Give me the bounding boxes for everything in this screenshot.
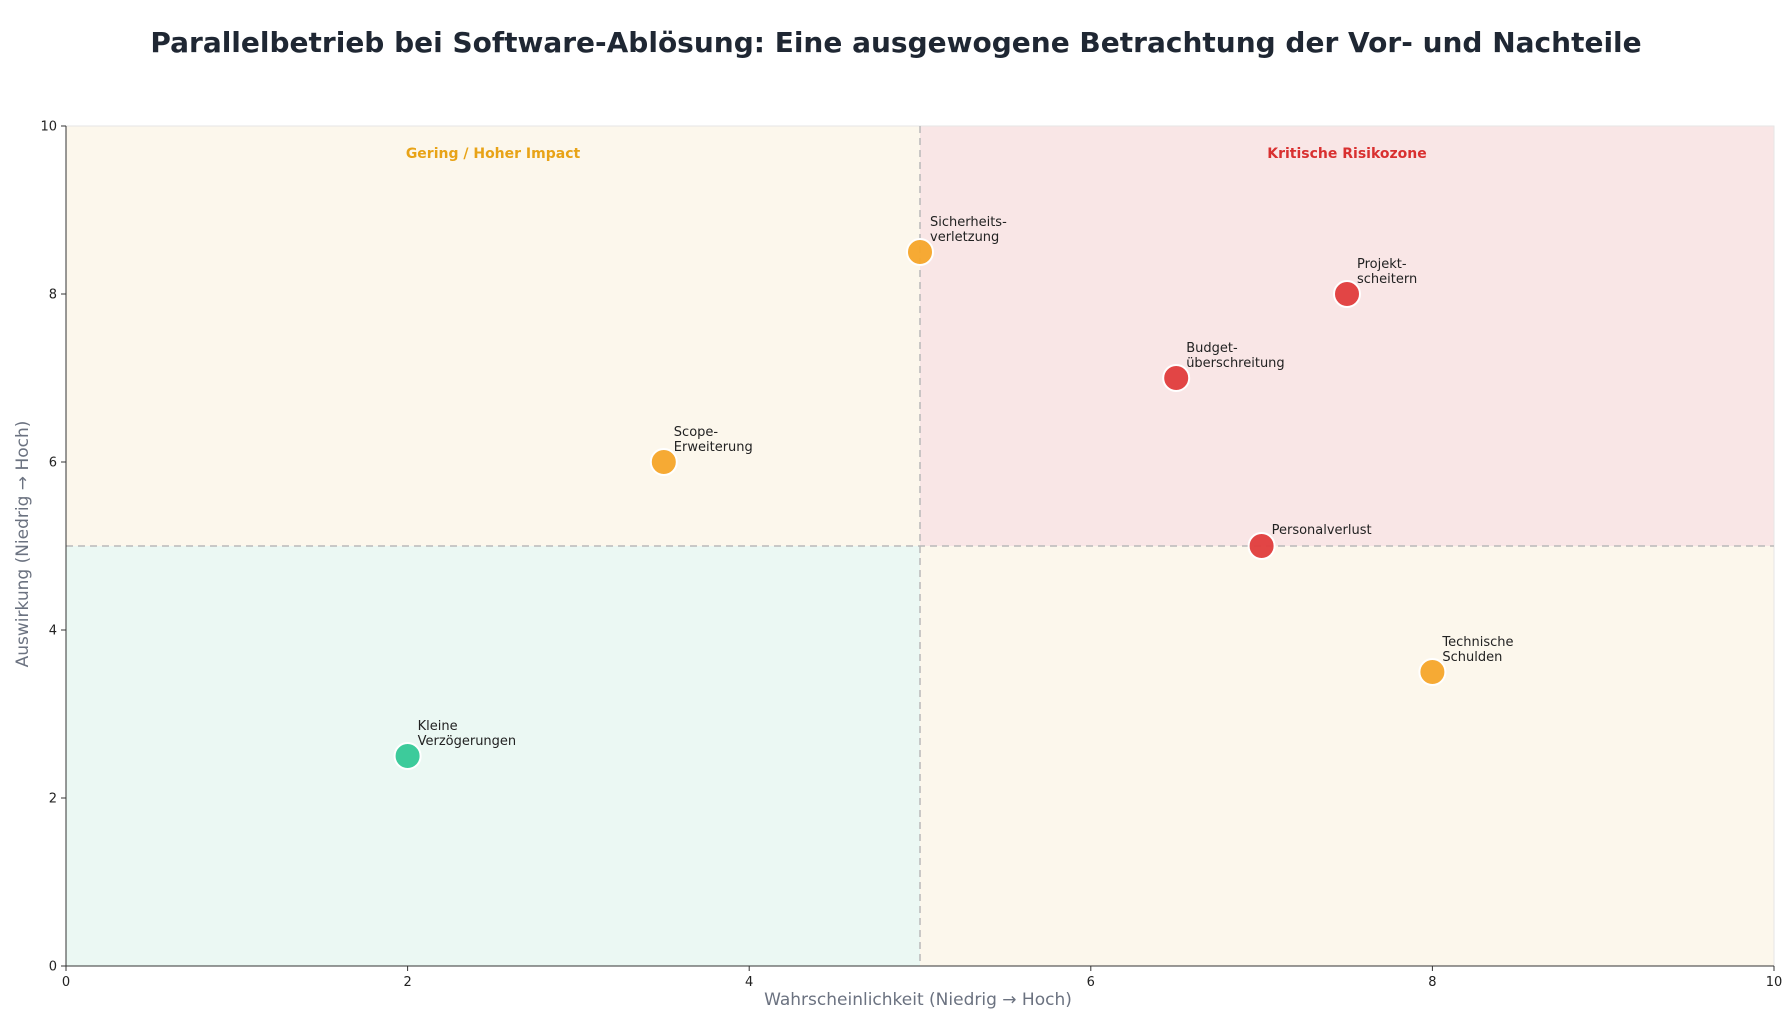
x-axis-label: Wahrscheinlichkeit (Niedrig → Hoch)	[764, 990, 1072, 1010]
quadrant-top-left	[66, 126, 920, 546]
data-point-label-line: Projekt-	[1357, 257, 1407, 272]
x-tick-label: 4	[745, 975, 753, 990]
data-point-label-line: Verzögerungen	[418, 734, 517, 749]
y-tick-label: 10	[40, 120, 57, 135]
data-point-label-line: überschreitung	[1186, 356, 1285, 371]
data-point-label-line: Technische	[1441, 635, 1513, 650]
data-point-label: Technische Schulden	[1441, 635, 1513, 665]
data-point-label-line: verletzung	[930, 230, 999, 245]
plot-area: Gering / Hoher Impact Kritische Risikozon…	[40, 120, 1782, 991]
x-tick-label: 8	[1428, 975, 1436, 990]
x-tick-label: 10	[1766, 975, 1783, 990]
x-tick-label: 0	[62, 975, 70, 990]
data-point-label-line: Scope-	[674, 425, 719, 440]
data-point	[1333, 280, 1361, 308]
data-point-label: Sicherheits-verletzung	[930, 215, 1007, 245]
x-tick-label: 6	[1087, 975, 1095, 990]
quadrant-label-top-right: Kritische Risikozone	[1267, 146, 1427, 162]
x-tick-label: 2	[403, 975, 411, 990]
data-point-label-line: scheitern	[1357, 272, 1417, 287]
data-point-label-line: Erweiterung	[674, 440, 753, 455]
quadrant-label-top-left: Gering / Hoher Impact	[406, 146, 581, 162]
data-point-label: Scope-Erweiterung	[674, 425, 753, 455]
y-tick-label: 4	[49, 624, 57, 639]
quadrant-top-right	[920, 126, 1774, 546]
y-tick-label: 2	[49, 792, 57, 807]
chart-title: Parallelbetrieb bei Software-Ablösung: E…	[150, 26, 1641, 59]
quadrant-bottom-left	[66, 546, 920, 966]
data-point-label: Personalverlust	[1272, 523, 1372, 538]
data-point	[1162, 364, 1191, 392]
data-point-label: Kleine Verzögerungen	[418, 719, 517, 749]
data-point-label-line: Schulden	[1442, 650, 1502, 665]
data-point-label-line: Personalverlust	[1272, 523, 1372, 538]
data-point	[1247, 532, 1276, 560]
y-tick-label: 8	[49, 288, 57, 303]
data-point-label: Budget-überschreitung	[1186, 341, 1285, 371]
y-axis-label: Auswirkung (Niedrig → Hoch)	[13, 421, 33, 668]
data-point-label-line: Budget-	[1186, 341, 1238, 356]
data-point-label-line: Sicherheits-	[930, 215, 1007, 230]
data-point-label-line: Kleine	[418, 719, 458, 734]
y-tick-label: 6	[49, 456, 57, 471]
data-point	[1418, 658, 1447, 686]
data-point-label: Projekt-scheitern	[1357, 257, 1417, 287]
y-tick-label: 0	[49, 960, 57, 975]
data-point	[393, 742, 422, 770]
data-point	[906, 238, 934, 266]
quadrant-bottom-right	[920, 546, 1774, 966]
data-point	[649, 448, 678, 476]
